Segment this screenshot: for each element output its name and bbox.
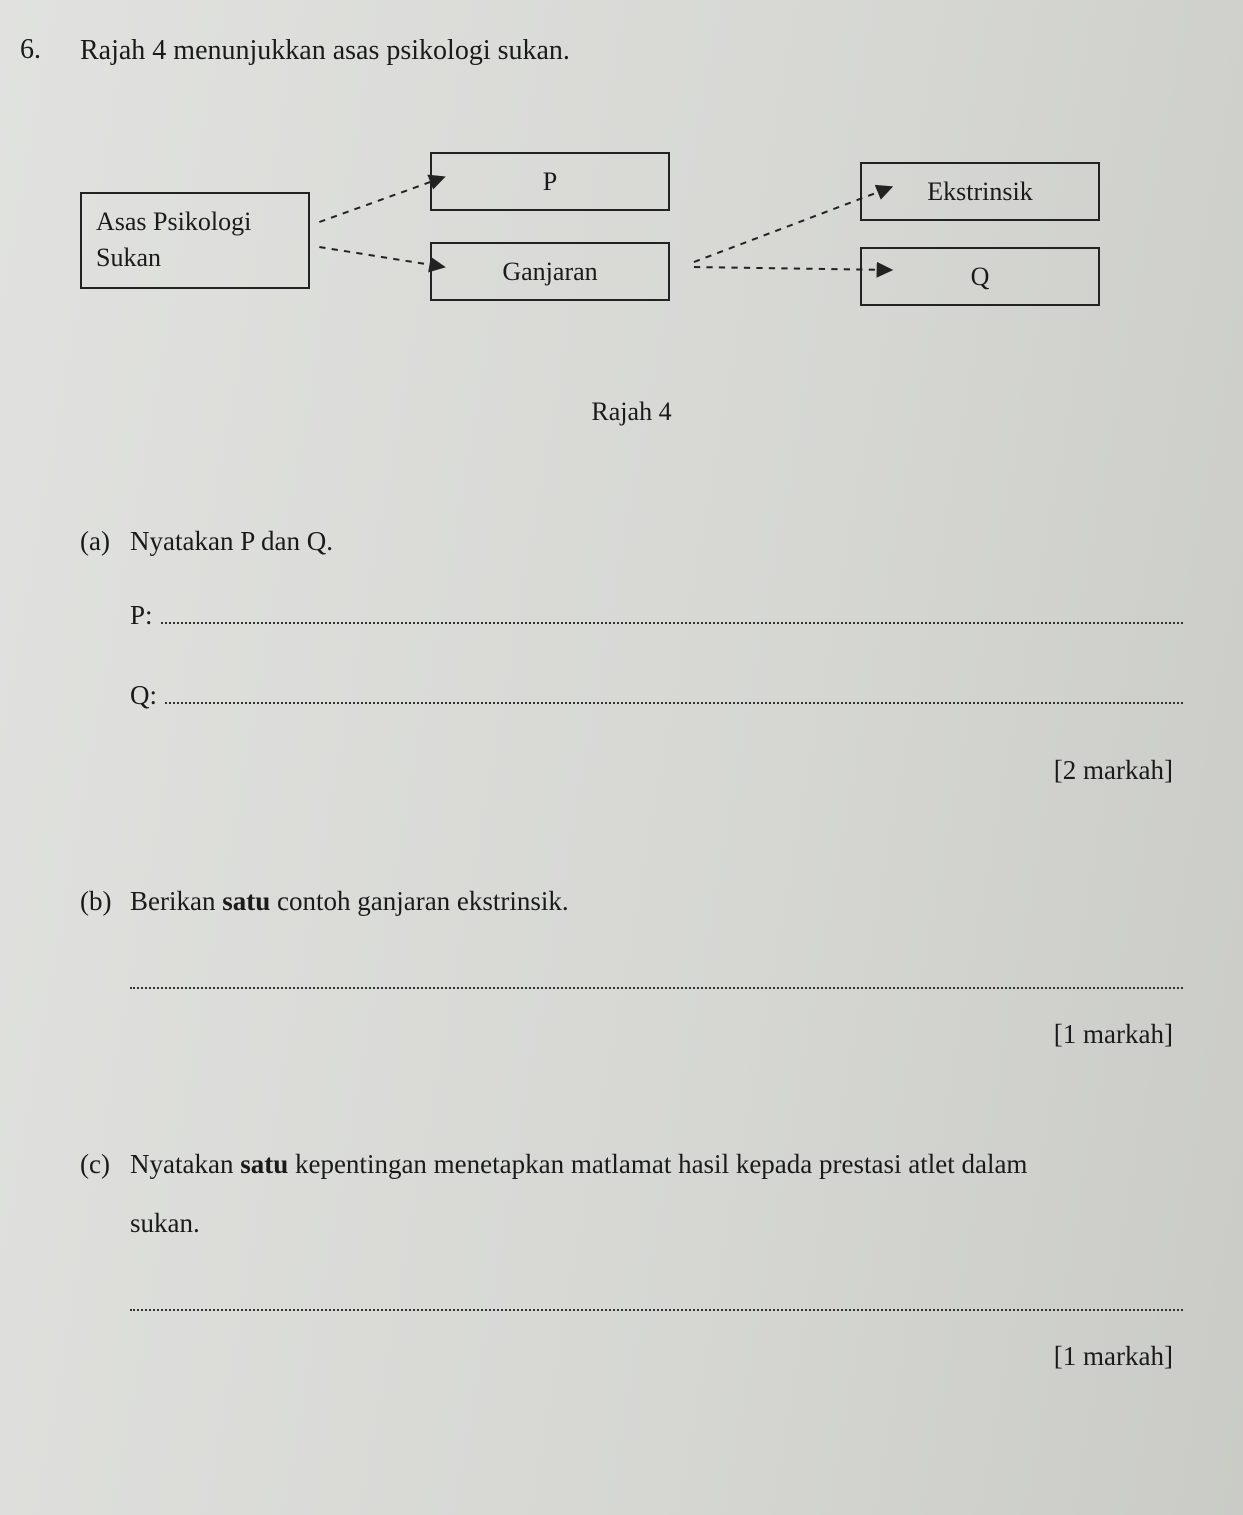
part-b-bold: satu — [222, 886, 270, 916]
part-b-text-before: Berikan — [130, 886, 222, 916]
part-c-answer-line[interactable] — [130, 1278, 1183, 1311]
part-a-answer-p: P: — [130, 592, 1183, 636]
part-c-text-line2: sukan. — [130, 1203, 1183, 1244]
part-c-text-before: Nyatakan — [130, 1149, 240, 1179]
diagram-node-root: Asas Psikologi Sukan — [80, 192, 310, 289]
part-b-label: (b) — [80, 881, 130, 922]
part-b-text: Berikan satu contoh ganjaran ekstrinsik. — [130, 881, 1183, 922]
diagram-node-p: P — [430, 152, 670, 211]
part-c-label: (c) — [80, 1144, 130, 1243]
part-c-marks: [1 markah] — [80, 1336, 1173, 1377]
diagram-rajah-4: Asas Psikologi Sukan P Ganjaran Ekstrins… — [80, 152, 1183, 352]
diagram-node-ganjaran: Ganjaran — [430, 242, 670, 301]
diagram-node-root-line1: Asas Psikologi — [96, 204, 294, 240]
part-c: (c) Nyatakan satu kepentingan menetapkan… — [80, 1144, 1183, 1243]
part-c-bold: satu — [240, 1149, 288, 1179]
part-b-text-after: contoh ganjaran ekstrinsik. — [270, 886, 568, 916]
part-c-text-after: kepentingan menetapkan matlamat hasil ke… — [288, 1149, 1027, 1179]
exam-page: 6. Rajah 4 menunjukkan asas psikologi su… — [0, 0, 1243, 1515]
diagram-node-root-line2: Sukan — [96, 240, 294, 276]
answer-q-prefix: Q: — [130, 675, 157, 716]
answer-p-line[interactable] — [161, 592, 1183, 625]
part-b: (b) Berikan satu contoh ganjaran ekstrin… — [80, 881, 1183, 922]
part-a-label: (a) — [80, 521, 130, 562]
part-c-text: Nyatakan satu kepentingan menetapkan mat… — [130, 1144, 1183, 1243]
part-b-marks: [1 markah] — [80, 1014, 1173, 1055]
question-number: 6. — [20, 30, 80, 1397]
part-a-answer-q: Q: — [130, 671, 1183, 715]
question-header: 6. Rajah 4 menunjukkan asas psikologi su… — [20, 30, 1183, 1397]
part-b-answer-line[interactable] — [130, 956, 1183, 989]
part-a-text: Nyatakan P dan Q. — [130, 521, 1183, 562]
part-a-marks: [2 markah] — [80, 750, 1173, 791]
diagram-node-ekstrinsik: Ekstrinsik — [860, 162, 1100, 221]
question-body: Rajah 4 menunjukkan asas psikologi sukan… — [80, 30, 1183, 1397]
diagram-node-q: Q — [860, 247, 1100, 306]
answer-p-prefix: P: — [130, 595, 153, 636]
part-a: (a) Nyatakan P dan Q. — [80, 521, 1183, 562]
question-intro: Rajah 4 menunjukkan asas psikologi sukan… — [80, 30, 1183, 72]
answer-q-line[interactable] — [165, 671, 1183, 704]
diagram-caption: Rajah 4 — [80, 392, 1183, 431]
